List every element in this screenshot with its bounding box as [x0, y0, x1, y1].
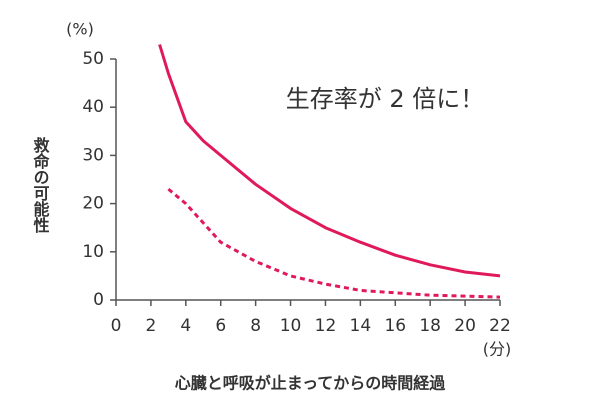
y-tick-label: 30: [82, 145, 104, 165]
x-tick-label: 12: [315, 316, 337, 336]
x-tick-label: 22: [489, 316, 511, 336]
x-tick-label: 6: [215, 316, 226, 336]
x-tick-label: 18: [419, 316, 441, 336]
line: [167, 187, 501, 299]
x-tick-label: 0: [111, 316, 122, 336]
y-tick-label: 0: [93, 290, 104, 310]
y-axis-title: 救命の可能性: [31, 136, 51, 234]
annotation: 生存率が 2 倍に！: [286, 85, 485, 113]
y-tick-label: 20: [82, 194, 104, 214]
x-axis-title: 心臓と呼吸が止まってからの時間経過: [175, 374, 447, 393]
x-tick-label: 10: [280, 316, 302, 336]
x-tick-label: 4: [180, 316, 191, 336]
x-tick-label: 20: [454, 316, 476, 336]
x-tick-label: 2: [145, 316, 156, 336]
line: [158, 44, 501, 278]
x-tick-label: 14: [350, 316, 372, 336]
x-tick-label: 8: [250, 316, 261, 336]
y-unit: (%): [66, 20, 94, 39]
y-tick-label: 10: [82, 242, 104, 262]
y-tick-label: 40: [82, 97, 104, 117]
x-unit: (分): [483, 340, 512, 359]
y-tick-label: 50: [82, 49, 104, 69]
x-tick-label: 16: [384, 316, 406, 336]
